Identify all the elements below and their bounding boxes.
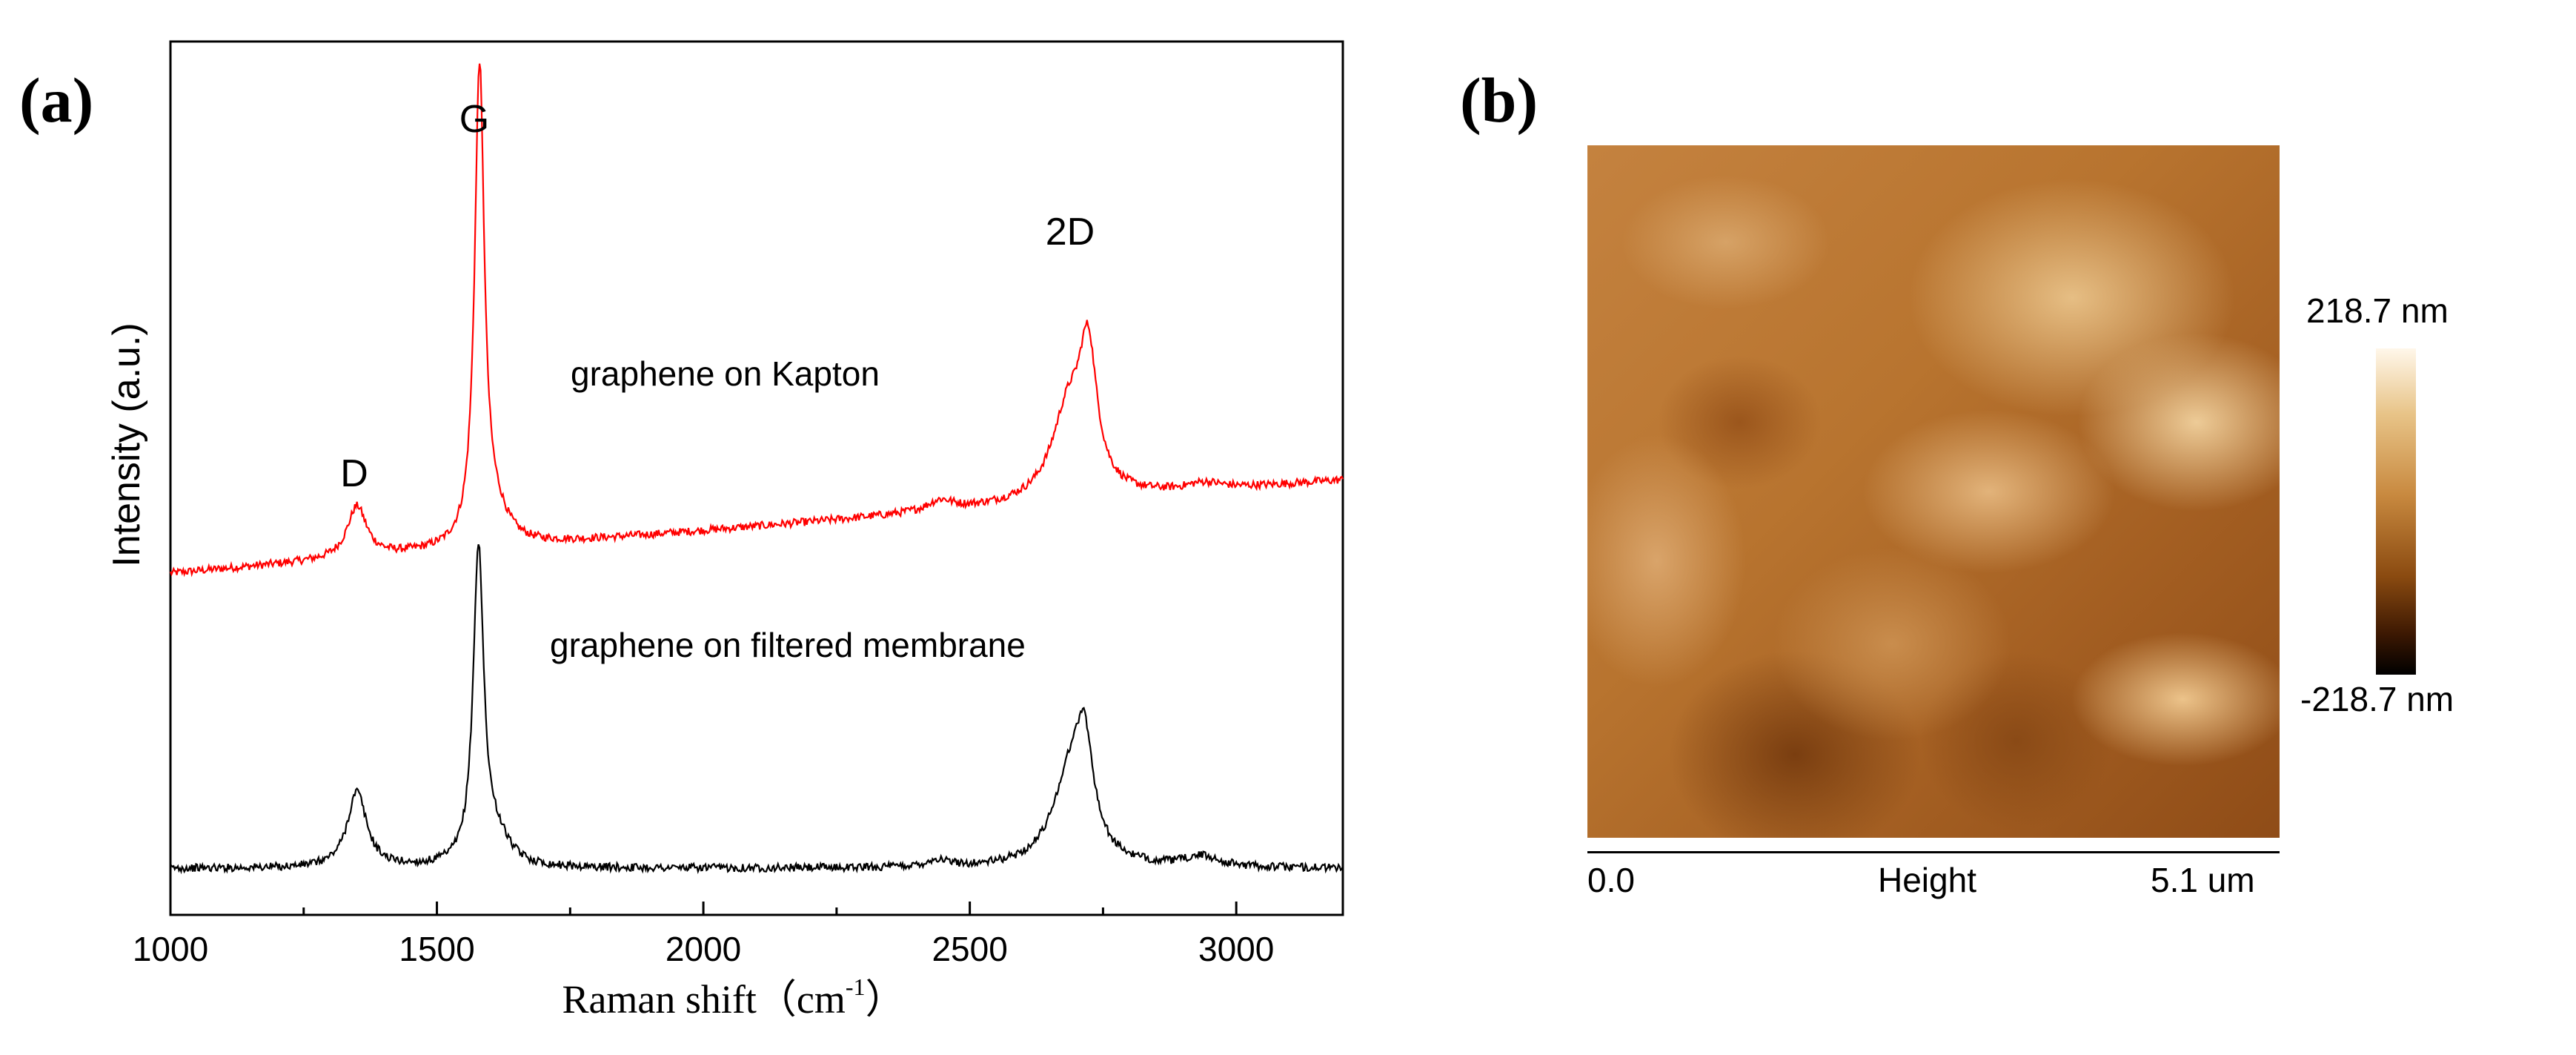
- scale-start-label: 0.0: [1587, 861, 1635, 899]
- series-line-membrane: [170, 543, 1344, 875]
- peak-label-2d: 2D: [1046, 211, 1095, 254]
- height-colorbar: [2376, 348, 2416, 675]
- x-axis-label-unit: cm: [797, 977, 846, 1022]
- x-tick-label: 2500: [932, 930, 1007, 968]
- x-tick-label: 2000: [665, 930, 741, 968]
- afm-height-image: [1587, 145, 2280, 838]
- x-axis-ticks: 1000 1500 2000 2500 3000: [133, 902, 1274, 968]
- y-axis-label: Intensity (a.u.): [105, 323, 148, 566]
- panel-label-a: (a): [19, 65, 94, 136]
- x-axis-label-exponent: -1: [846, 973, 866, 1000]
- x-tick-label: 1000: [133, 930, 208, 968]
- colorbar-max-label: 218.7 nm: [2306, 291, 2449, 330]
- panel-label-b: (b): [1460, 65, 1538, 136]
- peak-label-d: D: [340, 452, 368, 495]
- x-tick-label: 1500: [399, 930, 474, 968]
- x-axis-label: Raman shift（cm-1）: [562, 973, 905, 1022]
- scale-end-label: 5.1 um: [2151, 861, 2255, 899]
- colorbar-min-label: -218.7 nm: [2300, 680, 2454, 718]
- series-label-membrane: graphene on filtered membrane: [550, 626, 1026, 664]
- x-axis-label-text: Raman shift: [562, 977, 756, 1022]
- series-label-kapton: graphene on Kapton: [571, 354, 880, 393]
- scale-mid-label: Height: [1878, 861, 1976, 899]
- scale-bar-line: [1587, 851, 2280, 853]
- series-lines: [169, 63, 1344, 875]
- raman-chart: 1000 1500 2000 2500 3000 G D 2D graphene on …: [105, 40, 1344, 1022]
- x-tick-label: 3000: [1198, 930, 1274, 968]
- peak-label-g: G: [459, 98, 489, 141]
- series-line-kapton: [169, 63, 1344, 578]
